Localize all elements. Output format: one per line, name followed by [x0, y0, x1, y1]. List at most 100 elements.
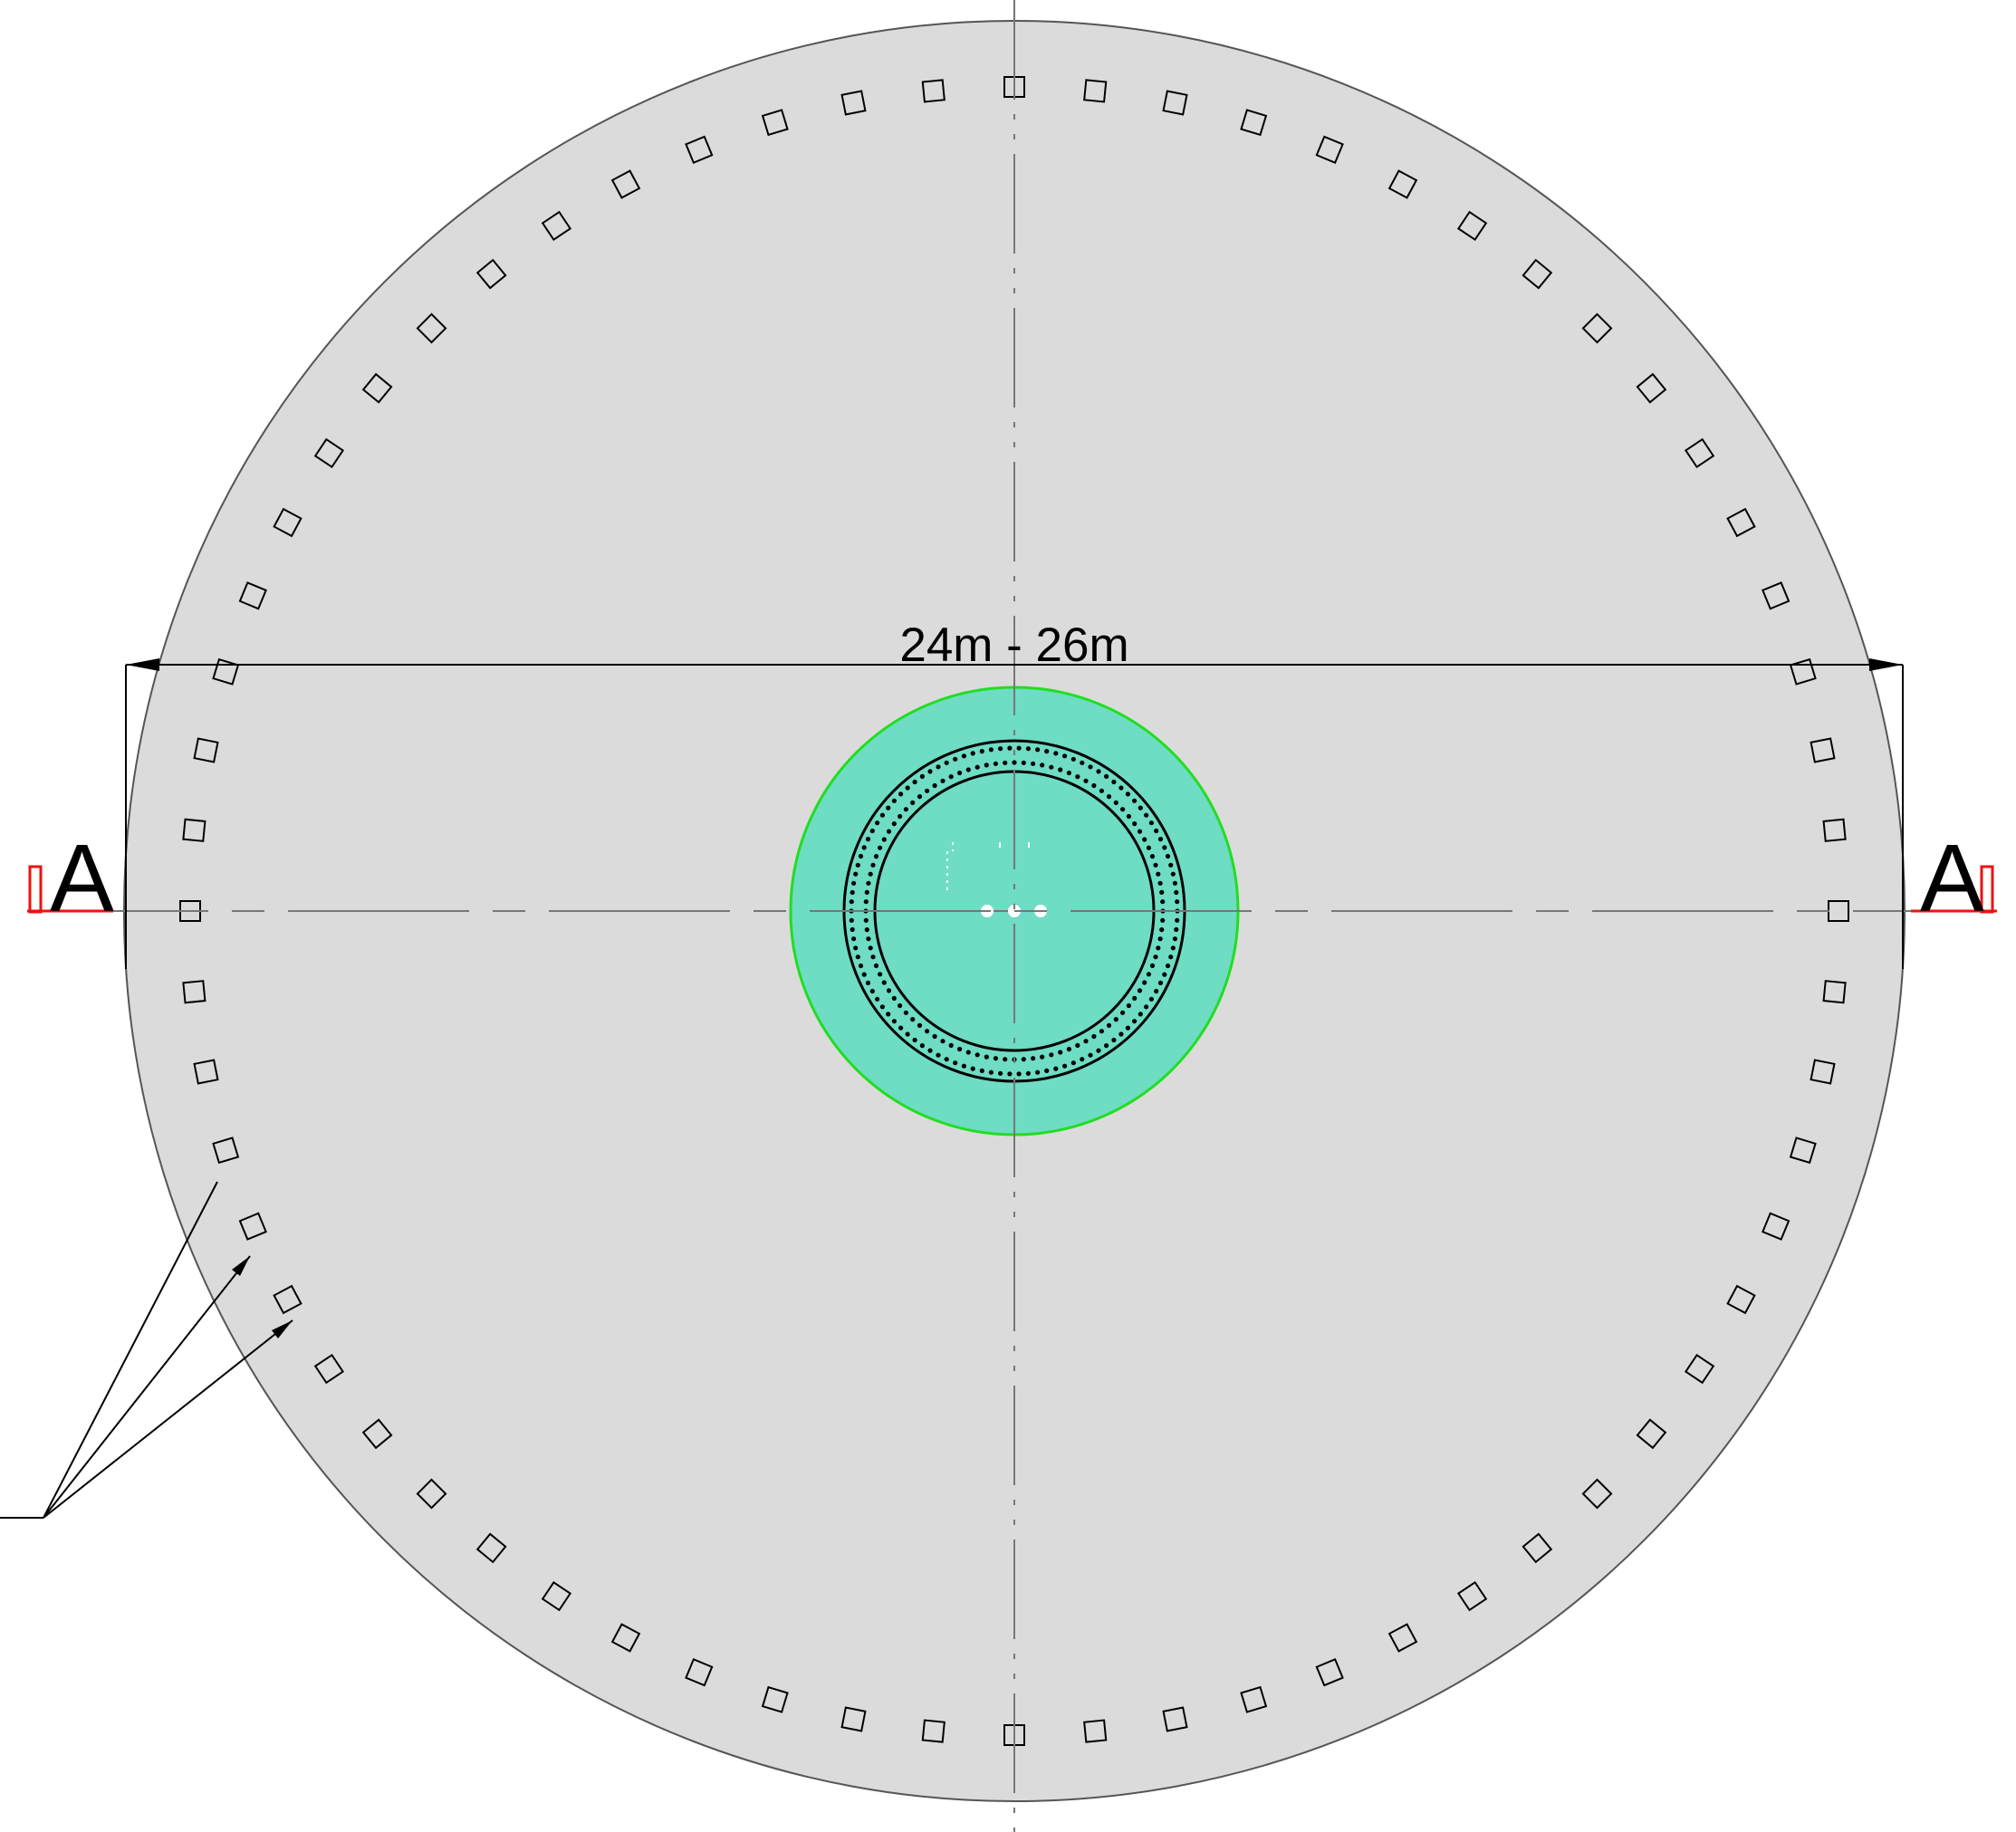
anchor-square: [416, 312, 447, 344]
anchor-bolt-dot: [910, 1017, 916, 1022]
anchor-bolt-dot: [1031, 761, 1036, 766]
anchor-square: [1810, 1059, 1836, 1085]
anchor-bolt-dot: [1149, 963, 1156, 968]
anchor-square: [1822, 818, 1847, 842]
section-marker-left: A: [27, 825, 114, 932]
anchor-bolt-dot: [1099, 788, 1104, 793]
anchor-bolt-dot: [1040, 1054, 1045, 1060]
anchor-square-ring: [179, 76, 1849, 1746]
anchor-bolt-dot: [1154, 988, 1159, 994]
anchor-bolt-dot: [1148, 820, 1154, 826]
section-letter-left: A: [50, 825, 114, 932]
anchor-bolt-dot: [1172, 880, 1177, 886]
leader-lines: [0, 1181, 293, 1519]
anchor-bolt-dot: [1096, 769, 1101, 774]
anchor-square: [1726, 507, 1756, 538]
anchor-bolt-dot: [1007, 745, 1013, 751]
anchor-bolt-dot: [1132, 821, 1138, 827]
anchor-bolt-dot: [866, 880, 871, 886]
anchor-bolt-dot: [1016, 1071, 1022, 1077]
anchor-bolt-dot: [1153, 954, 1158, 960]
anchor-bolt-dot: [891, 1019, 898, 1024]
anchor-square: [475, 258, 507, 290]
anchor-bolt-dot: [1142, 837, 1147, 842]
anchor-bolt-dot: [898, 1025, 904, 1031]
anchor-bolt-dot: [1066, 770, 1071, 776]
anchor-bolt-dot: [912, 779, 917, 785]
anchor-bolt-dot: [1144, 1004, 1149, 1010]
anchor-bolt-dot: [1058, 1050, 1063, 1055]
anchor-bolt-dot: [861, 845, 867, 850]
anchor-bolt-dot: [1113, 800, 1118, 806]
anchor-bolt-dot: [873, 963, 879, 968]
anchor-square: [1684, 1353, 1715, 1385]
anchor-square: [416, 1478, 447, 1510]
anchor-bolt-dot: [910, 800, 916, 806]
anchor-bolt-dot: [919, 1043, 926, 1049]
anchor-bolt-dot: [850, 889, 855, 896]
anchor-square: [212, 1137, 240, 1165]
anchor-bolt-dot: [1091, 1033, 1097, 1040]
anchor-bolt-dot: [853, 945, 859, 951]
anchor-square: [1762, 581, 1790, 610]
anchor-bolt-dot: [1120, 807, 1126, 812]
anchor-bolt-dots: [849, 745, 1180, 1077]
anchor-bolt-dot: [927, 1048, 933, 1053]
anchor-bolt-dot: [974, 764, 980, 770]
anchor-bolt-dot: [988, 1069, 994, 1075]
anchor-square: [761, 1685, 789, 1713]
anchor-bolt-dot: [1157, 880, 1163, 886]
anchor-bolt-dot: [912, 1037, 917, 1043]
anchor-square: [921, 1719, 946, 1743]
anchor-bolt-dot: [917, 1022, 923, 1028]
anchor-bolt-dot: [1146, 972, 1151, 977]
anchor-bolt-dot: [993, 761, 998, 766]
anchor-bolt-dot: [1025, 1070, 1031, 1076]
anchor-bolt-dot: [865, 980, 871, 985]
anchor-square: [193, 1059, 219, 1085]
anchor-bolt-dot: [984, 763, 989, 768]
anchor-bolt-dot: [1088, 1052, 1093, 1058]
anchor-bolt-dot: [1058, 767, 1063, 772]
anchor-bolt-dot: [898, 1002, 903, 1009]
anchor-square: [921, 79, 946, 103]
anchor-square: [1762, 1212, 1790, 1241]
anchor-square: [313, 1353, 345, 1385]
anchor-bolt-dot: [849, 917, 854, 923]
anchor-bolt-dot: [965, 1050, 971, 1055]
anchor-bolt-dot: [879, 812, 886, 818]
anchor-square: [238, 1212, 267, 1241]
anchor-bolt-dot: [864, 889, 869, 896]
anchor-bolt-dot: [1125, 791, 1130, 797]
anchor-bolt-dot: [936, 1052, 941, 1058]
anchor-bolt-dot: [1160, 917, 1166, 923]
anchor-square: [541, 210, 572, 242]
anchor-bolt-dot: [1174, 926, 1179, 933]
anchor-bolt-dot: [998, 1070, 1003, 1076]
anchor-bolt-dot: [1137, 829, 1143, 834]
anchor-bolt-dot: [861, 972, 867, 977]
anchor-square: [1789, 1137, 1817, 1165]
anchor-square: [1162, 1706, 1188, 1732]
anchor-square: [1240, 1685, 1268, 1713]
diameter-dimension: 24m - 26m: [125, 619, 1904, 969]
anchor-bolt-dot: [1035, 1069, 1041, 1075]
anchor-bolt-dot: [988, 747, 994, 753]
anchor-bolt-dot: [1049, 1052, 1054, 1058]
anchor-bolt-dot: [1049, 764, 1054, 770]
anchor-bolt-dot: [1154, 828, 1159, 834]
anchor-square: [238, 581, 267, 610]
anchor-bolt-dot: [875, 820, 880, 826]
anchor-bolt-dot: [1170, 871, 1176, 877]
section-letter-right: A: [1920, 825, 1984, 932]
anchor-bolt-dot: [1003, 1057, 1008, 1062]
anchor-bolt-dot: [1146, 845, 1151, 850]
anchor-bolt-dot: [919, 773, 926, 780]
anchor-bolt-dot: [925, 788, 930, 793]
anchor-square: [1083, 79, 1108, 103]
anchor-bolt-dot: [886, 988, 892, 993]
anchor-bolt-dot: [891, 821, 897, 827]
anchor-square: [182, 818, 206, 842]
anchor-bolt-dot: [957, 1046, 963, 1052]
anchor-square: [212, 657, 240, 686]
